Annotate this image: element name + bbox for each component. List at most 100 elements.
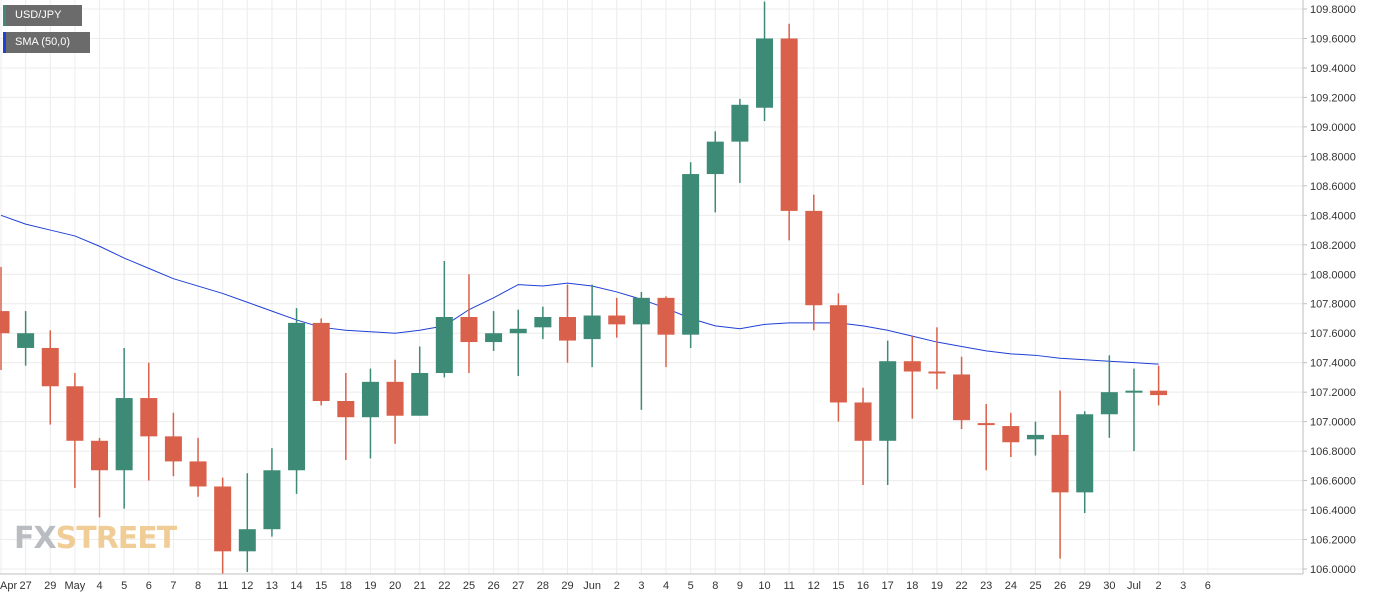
candle-bullish <box>706 131 724 213</box>
candle-body <box>361 381 379 418</box>
x-tick-label: 19 <box>931 580 943 592</box>
x-tick-label: 12 <box>808 580 820 592</box>
x-tick-label: 14 <box>290 580 302 592</box>
candle-bearish <box>657 296 675 368</box>
candle-bullish <box>361 368 379 459</box>
sma-layer <box>0 214 1159 365</box>
candle-bearish <box>66 373 84 488</box>
y-axis: 109.8000 109.6000 109.4000 109.2000 109.0000… <box>1303 4 1356 576</box>
y-tick-label: 108.0000 <box>1310 269 1356 281</box>
logo-part-fx: FX <box>14 521 57 556</box>
x-tick-label: 27 <box>512 580 524 592</box>
y-tick-label: 109.6000 <box>1310 33 1356 45</box>
y-tick-label: 108.6000 <box>1310 181 1356 193</box>
candle-bearish <box>928 327 946 390</box>
candle-body <box>66 386 84 441</box>
candle-bullish <box>1100 355 1118 438</box>
sma-line <box>0 214 1159 365</box>
x-tick-label: 16 <box>857 580 869 592</box>
candle-body <box>558 317 576 341</box>
grid <box>0 0 1303 574</box>
y-tick-label: 107.0000 <box>1310 417 1356 429</box>
candle-bearish <box>953 356 971 429</box>
x-tick-label: 15 <box>832 580 844 592</box>
candle-bearish <box>977 403 995 471</box>
candle-body <box>632 297 650 325</box>
x-tick-label: 17 <box>882 580 894 592</box>
candle-layer <box>0 1 1168 574</box>
candle-bearish <box>1150 365 1168 406</box>
candle-body <box>91 440 109 471</box>
candle-bearish <box>91 437 109 518</box>
y-tick-label: 106.0000 <box>1310 564 1356 576</box>
candle-body <box>214 486 232 552</box>
candle-bearish <box>214 477 232 574</box>
candle-bullish <box>411 346 429 416</box>
candle-bullish <box>731 98 749 183</box>
candle-bullish <box>17 311 35 366</box>
y-tick-label: 109.2000 <box>1310 92 1356 104</box>
candle-bullish <box>263 448 281 537</box>
candle-bearish <box>189 437 207 497</box>
candle-body <box>509 328 527 334</box>
candle-bearish <box>854 387 872 485</box>
x-tick-label: 9 <box>737 580 743 592</box>
candle-body <box>312 322 330 401</box>
candle-body <box>386 381 404 416</box>
candle-body <box>583 315 601 340</box>
y-tick-label: 107.8000 <box>1310 299 1356 311</box>
x-tick-label: 23 <box>980 580 992 592</box>
candle-bearish <box>337 373 355 460</box>
candle-bullish <box>756 1 774 121</box>
x-tick-label: 21 <box>414 580 426 592</box>
x-tick-label: 10 <box>758 580 770 592</box>
y-tick-label: 108.8000 <box>1310 151 1356 163</box>
candle-body <box>238 529 256 552</box>
candle-body <box>411 373 429 416</box>
candle-bearish <box>558 284 576 363</box>
logo-part-street: STREET <box>55 521 178 556</box>
candle-body <box>115 398 133 471</box>
candle-bullish <box>509 309 527 376</box>
candle-bearish <box>140 362 158 481</box>
candle-body <box>805 210 823 306</box>
legend-symbol-label: USD/JPY <box>15 9 62 21</box>
candle-body <box>1076 414 1094 493</box>
x-tick-label: 4 <box>96 580 102 592</box>
candle-body <box>854 402 872 441</box>
x-tick-label: 29 <box>561 580 573 592</box>
candle-bearish <box>312 318 330 406</box>
x-tick-label: 24 <box>1005 580 1017 592</box>
legend-symbol[interactable]: USD/JPY <box>3 5 82 26</box>
x-tick-label: May <box>64 580 85 592</box>
x-tick-label: 26 <box>1054 580 1066 592</box>
x-tick-label: Apr <box>0 580 17 592</box>
x-tick-label: 25 <box>463 580 475 592</box>
candle-body <box>1150 390 1168 396</box>
candle-bullish <box>238 473 256 572</box>
x-tick-label: 19 <box>364 580 376 592</box>
candle-body <box>485 333 503 343</box>
y-tick-label: 107.2000 <box>1310 387 1356 399</box>
x-tick-label: Jun <box>583 580 601 592</box>
y-tick-label: 108.4000 <box>1310 210 1356 222</box>
candle-body <box>1002 426 1020 443</box>
candle-body <box>534 317 552 328</box>
x-tick-label: 27 <box>20 580 32 592</box>
x-tick-label: 5 <box>121 580 127 592</box>
candle-body <box>140 398 158 437</box>
x-tick-label: 7 <box>170 580 176 592</box>
candle-bearish <box>780 23 798 241</box>
candle-body <box>706 141 724 175</box>
candle-bullish <box>485 311 503 351</box>
candle-bullish <box>288 308 306 494</box>
candle-bullish <box>435 261 453 378</box>
legend-sma[interactable]: SMA (50,0) <box>3 32 90 53</box>
y-tick-label: 109.0000 <box>1310 122 1356 134</box>
candle-body <box>953 374 971 421</box>
y-tick-label: 109.4000 <box>1310 63 1356 75</box>
candle-bearish <box>164 412 182 477</box>
legend-sma-swatch <box>3 32 6 53</box>
